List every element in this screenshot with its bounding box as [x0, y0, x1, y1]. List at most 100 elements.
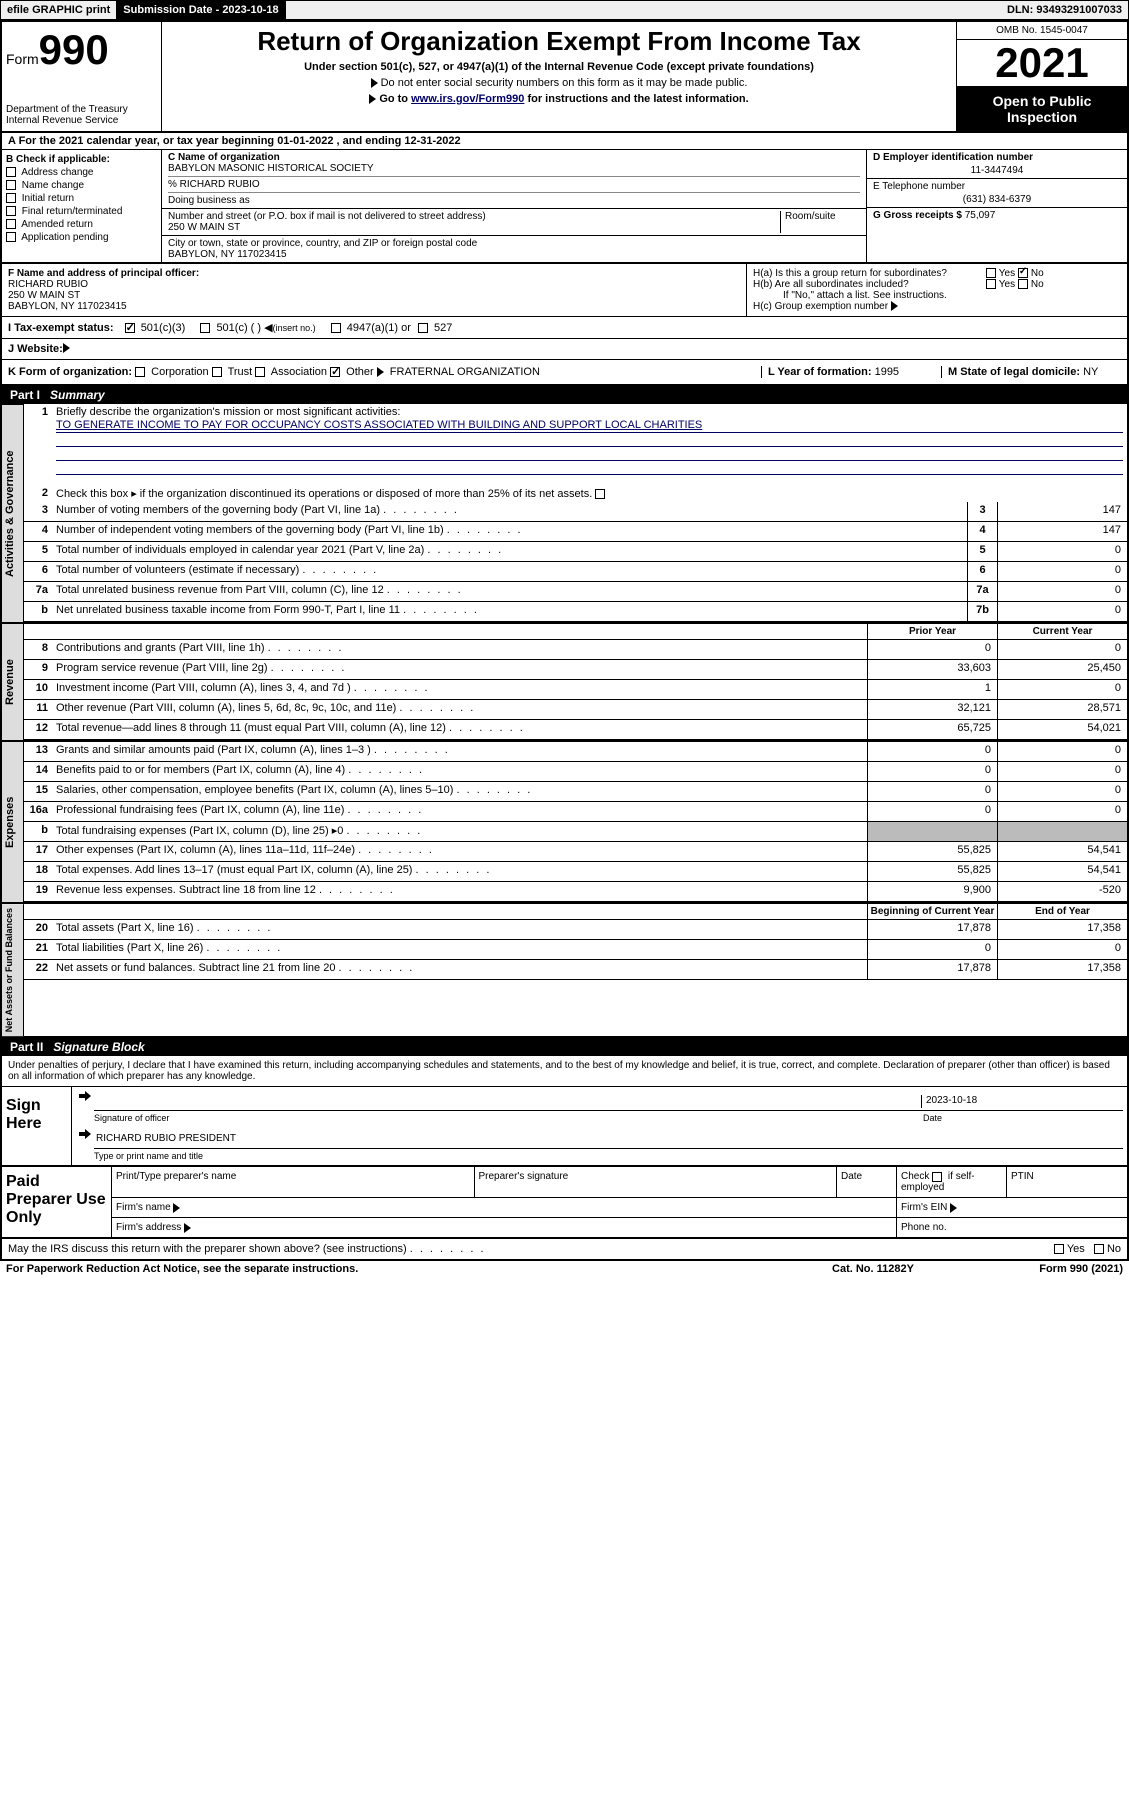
discuss-yes-checkbox[interactable]: [1054, 1244, 1064, 1254]
opt-501c3: 501(c)(3): [141, 322, 186, 334]
form-number: Form990: [6, 26, 157, 74]
form-header: Form990 Department of the Treasury Inter…: [0, 20, 1129, 133]
current-val: 54,541: [997, 842, 1127, 861]
4947-checkbox[interactable]: [331, 323, 341, 333]
officer-info: F Name and address of principal officer:…: [2, 264, 747, 316]
preparer-sig-label: Preparer's signature: [475, 1167, 838, 1197]
checkbox[interactable]: [6, 193, 16, 203]
501c3-checkbox[interactable]: [125, 323, 135, 333]
hb-no-checkbox[interactable]: [1018, 279, 1028, 289]
line-desc: Number of independent voting members of …: [52, 522, 967, 541]
part1-title: Summary: [50, 388, 105, 402]
discuss-yes: Yes: [1067, 1243, 1085, 1255]
spacer: [24, 624, 867, 639]
ha-row: H(a) Is this a group return for subordin…: [753, 268, 1121, 279]
sig-officer-field[interactable]: [96, 1095, 921, 1108]
city-cell: City or town, state or province, country…: [162, 236, 866, 262]
ha-yes-checkbox[interactable]: [986, 268, 996, 278]
discuss-no-checkbox[interactable]: [1094, 1244, 1104, 1254]
submission-date[interactable]: Submission Date - 2023-10-18: [117, 1, 285, 19]
officer-name-title: RICHARD RUBIO PRESIDENT: [96, 1133, 236, 1146]
line-box: 7b: [967, 602, 997, 621]
sum-row-16a: 16aProfessional fundraising fees (Part I…: [24, 802, 1127, 822]
line-num: 13: [24, 742, 52, 761]
line-num: 21: [24, 940, 52, 959]
prior-val: 32,121: [867, 700, 997, 719]
current-val: 0: [997, 742, 1127, 761]
line-num: 22: [24, 960, 52, 979]
ein-val: 11-3447494: [873, 165, 1121, 176]
line-num: 10: [24, 680, 52, 699]
hb-row: H(b) Are all subordinates included? Yes …: [753, 279, 1121, 290]
checkbox[interactable]: [6, 180, 16, 190]
paperwork-notice: For Paperwork Reduction Act Notice, see …: [6, 1263, 773, 1275]
assoc-checkbox[interactable]: [255, 367, 265, 377]
l2-checkbox[interactable]: [595, 489, 605, 499]
ha-no-checkbox[interactable]: [1018, 268, 1028, 278]
line-num: 3: [24, 502, 52, 521]
main-info-block: B Check if applicable: Address change Na…: [0, 150, 1129, 264]
checkbox-amended-return: Amended return: [6, 219, 157, 230]
checkbox[interactable]: [6, 232, 16, 242]
checkbox[interactable]: [6, 219, 16, 229]
sum-row-4: 4Number of independent voting members of…: [24, 522, 1127, 542]
line-num: 17: [24, 842, 52, 861]
officer-addr1: 250 W MAIN ST: [8, 290, 740, 301]
prior-val: 9,900: [867, 882, 997, 901]
triangle-icon: [184, 1223, 191, 1233]
current-val: 0: [997, 782, 1127, 801]
firm-ein-label: Firm's EIN: [901, 1202, 947, 1213]
line-num: 2: [24, 485, 52, 502]
revenue-section: Revenue Prior Year Current Year 8Contrib…: [0, 624, 1129, 742]
col-b-heading: B Check if applicable:: [6, 154, 157, 165]
other-checkbox[interactable]: [330, 367, 340, 377]
phone-label: E Telephone number: [873, 181, 1121, 192]
checkbox[interactable]: [6, 167, 16, 177]
hc-label: H(c) Group exemption number: [753, 301, 888, 312]
mission-blank: [56, 433, 1123, 447]
line-box: 7a: [967, 582, 997, 601]
line-desc: Total assets (Part X, line 16): [52, 920, 867, 939]
discuss-label: May the IRS discuss this return with the…: [8, 1243, 407, 1255]
form-prefix: Form: [6, 51, 39, 67]
care-of: % RICHARD RUBIO: [168, 176, 860, 190]
dept-treasury: Department of the Treasury: [6, 104, 157, 115]
checkbox[interactable]: [6, 206, 16, 216]
line-desc: Total unrelated business revenue from Pa…: [52, 582, 967, 601]
irs-link[interactable]: www.irs.gov/Form990: [411, 93, 524, 105]
sign-here-block: Sign Here 2023-10-18 Signature of office…: [0, 1087, 1129, 1167]
current-val: 17,358: [997, 960, 1127, 979]
room-label: Room/suite: [785, 211, 860, 222]
part1-num: Part I: [10, 388, 40, 402]
current-val: 25,450: [997, 660, 1127, 679]
ein-label: D Employer identification number: [873, 152, 1121, 163]
summary-section: Activities & Governance 1 Briefly descri…: [0, 404, 1129, 624]
hb-yes-checkbox[interactable]: [986, 279, 996, 289]
m-label: M State of legal domicile:: [948, 366, 1080, 378]
501c-checkbox[interactable]: [200, 323, 210, 333]
phone-cell: E Telephone number (631) 834-6379: [867, 179, 1127, 208]
prior-val: 17,878: [867, 920, 997, 939]
line-num: 12: [24, 720, 52, 739]
line-desc: Program service revenue (Part VIII, line…: [52, 660, 867, 679]
opt-527: 527: [434, 322, 452, 334]
col-begin: Beginning of Current Year: [867, 904, 997, 919]
line-box: 5: [967, 542, 997, 561]
trust-checkbox[interactable]: [212, 367, 222, 377]
sum-row-18: 18Total expenses. Add lines 13–17 (must …: [24, 862, 1127, 882]
sig-officer-label: Signature of officer: [94, 1113, 923, 1123]
prior-val: [867, 822, 997, 841]
self-emp-checkbox[interactable]: [932, 1172, 942, 1182]
part2-num: Part II: [10, 1040, 43, 1054]
line-num: 19: [24, 882, 52, 901]
row-k: K Form of organization: Corporation Trus…: [0, 360, 1129, 386]
l2-text: Check this box ▸ if the organization dis…: [56, 488, 592, 500]
corp-checkbox[interactable]: [135, 367, 145, 377]
form-title: Return of Organization Exempt From Incom…: [166, 26, 952, 57]
l-val: 1995: [875, 366, 899, 378]
efile-label[interactable]: efile GRAPHIC print: [1, 1, 117, 19]
527-checkbox[interactable]: [418, 323, 428, 333]
expenses-body: 13Grants and similar amounts paid (Part …: [24, 742, 1127, 902]
sig-date-val: 2023-10-18: [921, 1095, 1121, 1108]
type-name-label: Type or print name and title: [94, 1151, 1123, 1161]
